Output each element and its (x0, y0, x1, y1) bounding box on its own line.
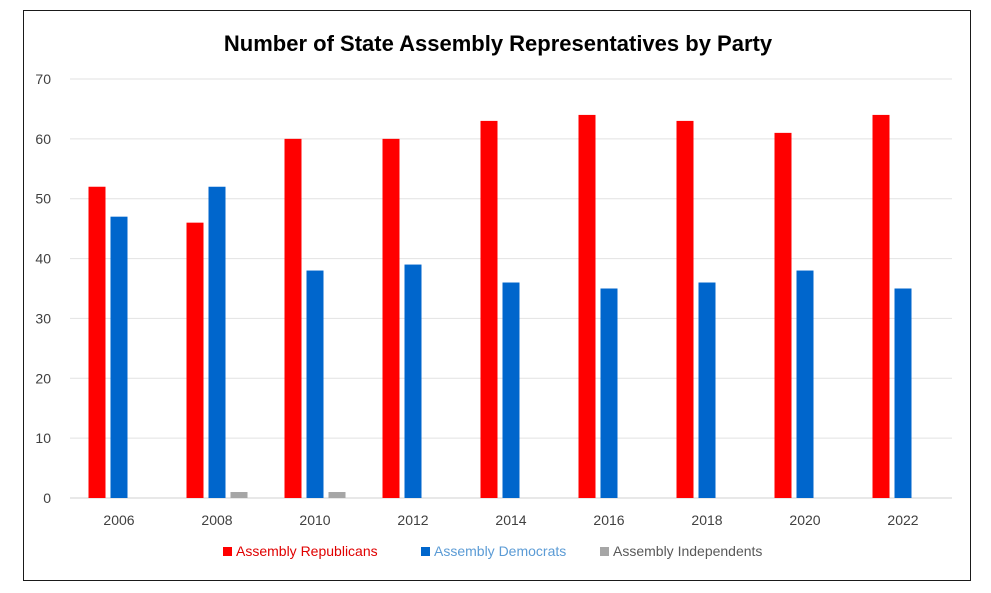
x-tick-label: 2016 (593, 512, 624, 528)
bar-assembly-independents (230, 492, 248, 498)
chart-title: Number of State Assembly Representatives… (224, 31, 773, 56)
legend-swatch (600, 547, 609, 556)
bar-assembly-democrats (208, 186, 226, 498)
legend-item: Assembly Republicans (223, 543, 378, 559)
x-tick-label: 2018 (691, 512, 722, 528)
chart-frame: Number of State Assembly Representatives… (23, 10, 971, 581)
x-tick-label: 2012 (397, 512, 428, 528)
bar-assembly-democrats (404, 264, 422, 498)
bar-assembly-republicans (774, 132, 792, 498)
chart: Number of State Assembly Representatives… (35, 31, 952, 559)
x-tick-label: 2020 (789, 512, 820, 528)
bar-assembly-republicans (88, 186, 106, 498)
bar-assembly-democrats (698, 282, 716, 498)
y-tick-label: 0 (43, 490, 51, 506)
bar-assembly-republicans (284, 138, 302, 498)
x-tick-label: 2008 (201, 512, 232, 528)
legend-label: Assembly Democrats (434, 543, 566, 559)
bar-assembly-independents (328, 492, 346, 498)
legend-swatch (223, 547, 232, 556)
bar-assembly-democrats (306, 270, 324, 498)
bar-assembly-democrats (600, 288, 618, 498)
y-tick-label: 10 (35, 430, 51, 446)
legend-swatch (421, 547, 430, 556)
x-tick-label: 2014 (495, 512, 526, 528)
bar-assembly-republicans (872, 114, 890, 499)
legend-item: Assembly Democrats (421, 543, 566, 559)
y-tick-label: 20 (35, 370, 51, 386)
bar-assembly-republicans (382, 138, 400, 498)
bar-assembly-democrats (502, 282, 520, 498)
legend-label: Assembly Independents (613, 543, 762, 559)
legend-item: Assembly Independents (600, 543, 762, 559)
bar-assembly-republicans (480, 120, 498, 499)
bar-assembly-democrats (110, 216, 128, 498)
legend-label: Assembly Republicans (236, 543, 378, 559)
x-tick-label: 2022 (887, 512, 918, 528)
bar-assembly-republicans (186, 222, 204, 498)
y-tick-label: 50 (35, 191, 51, 207)
bar-assembly-democrats (796, 270, 814, 498)
bar-assembly-republicans (676, 120, 694, 499)
y-tick-label: 40 (35, 251, 51, 267)
y-tick-label: 30 (35, 310, 51, 326)
y-tick-label: 60 (35, 131, 51, 147)
bar-assembly-democrats (894, 288, 912, 498)
y-tick-label: 70 (35, 71, 51, 87)
bar-assembly-republicans (578, 114, 596, 499)
x-tick-label: 2010 (299, 512, 330, 528)
x-tick-label: 2006 (103, 512, 134, 528)
